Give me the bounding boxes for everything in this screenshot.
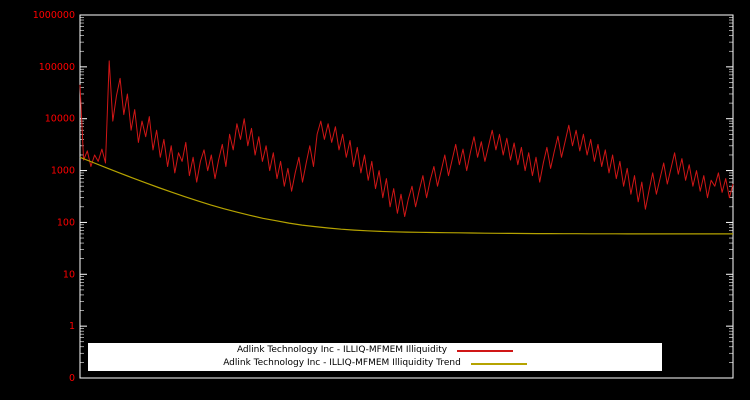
legend-item-illiquidity: Adlink Technology Inc - ILLIQ-MFMEM Illi… [88, 344, 662, 357]
y-axis-tick-label: 1000000 [33, 10, 75, 21]
trend-series-line [79, 156, 733, 235]
y-axis-tick-label: 100000 [39, 62, 75, 73]
y-axis-tick-label: 100 [57, 217, 75, 228]
y-axis-tick-label: 10 [63, 269, 75, 280]
legend-label-illiquidity: Adlink Technology Inc - ILLIQ-MFMEM Illi… [236, 345, 448, 355]
y-axis-tick-label: 0 [69, 373, 75, 384]
plot-border [79, 14, 734, 379]
illiquidity-series-line [79, 60, 734, 217]
legend-line-illiquidity-sample [457, 349, 514, 352]
legend-label-trend: Adlink Technology Inc - ILLIQ-MFMEM Illi… [223, 358, 461, 368]
legend-line-trend-sample [470, 362, 527, 365]
chart-legend: Adlink Technology Inc - ILLIQ-MFMEM Illi… [88, 343, 662, 371]
y-axis-tick-label: 1 [69, 321, 75, 332]
legend-item-trend: Adlink Technology Inc - ILLIQ-MFMEM Illi… [88, 357, 662, 370]
y-axis-tick-label: 10000 [45, 114, 75, 125]
y-axis-tick-label: 1000 [51, 166, 75, 177]
